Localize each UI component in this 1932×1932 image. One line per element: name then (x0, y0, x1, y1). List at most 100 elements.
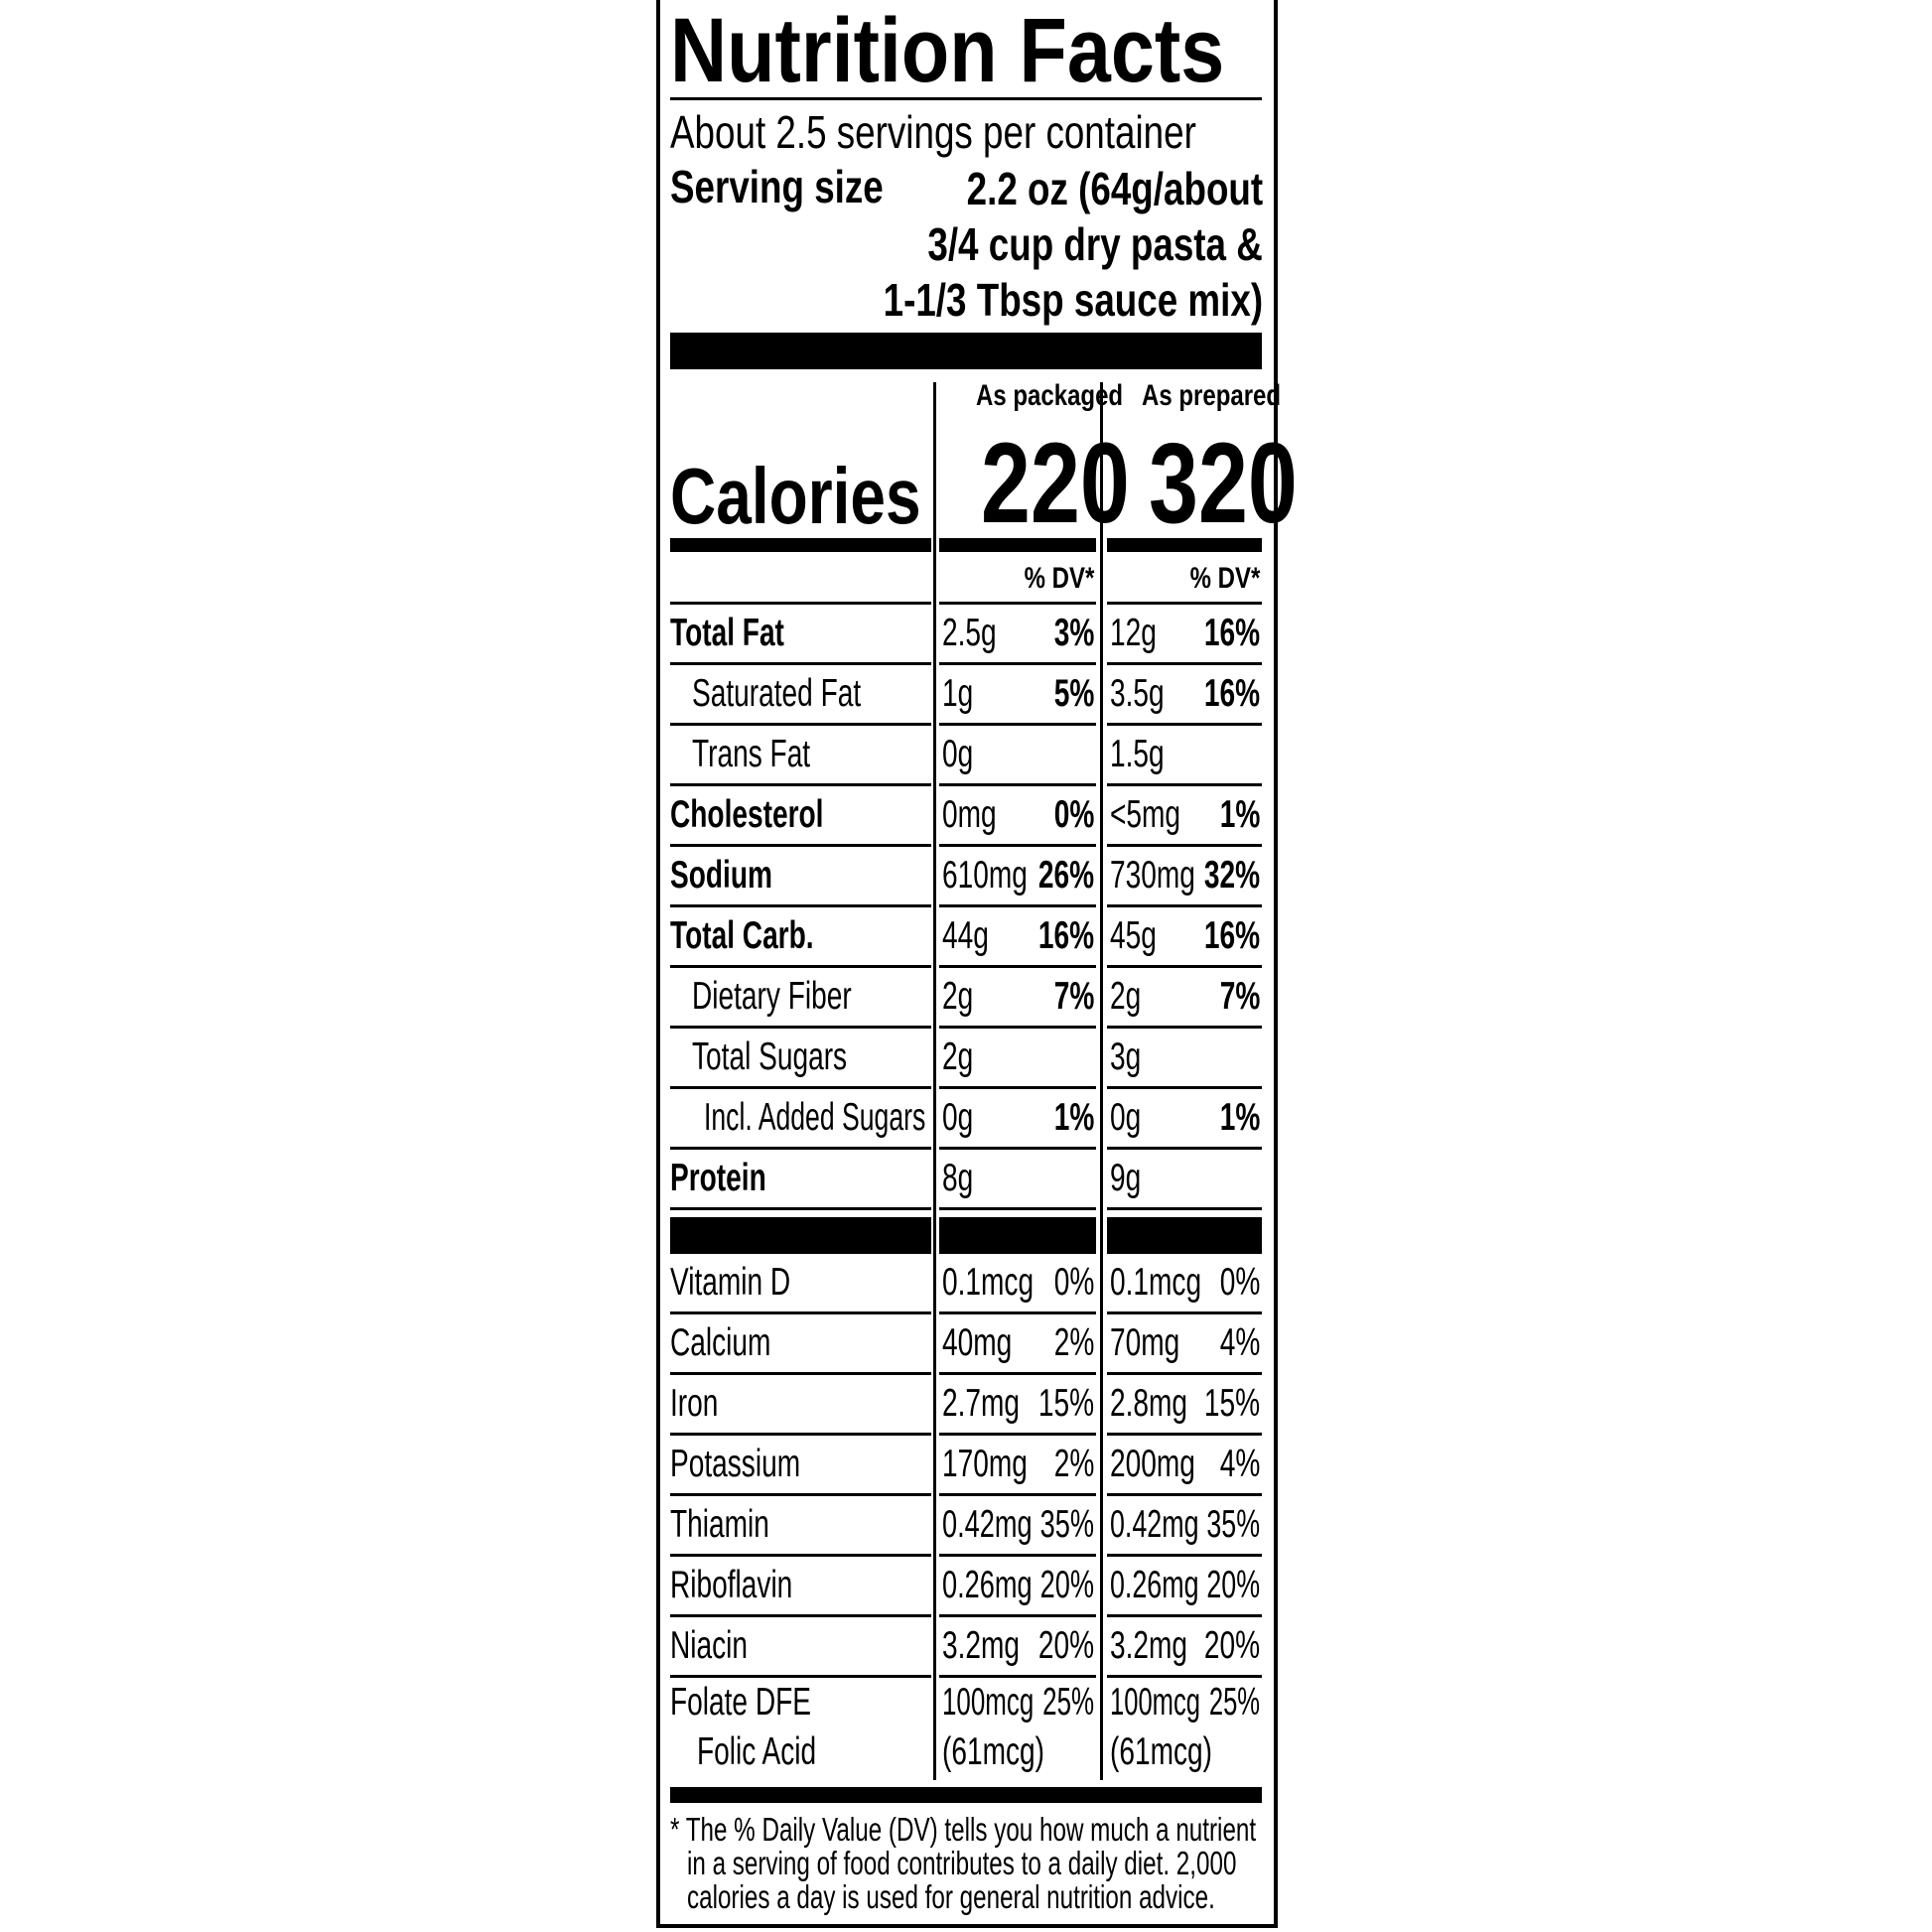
prepared-amount: 200mg (1110, 1436, 1228, 1493)
prepared-amount: 0g (1110, 1089, 1153, 1147)
thick-divider (670, 333, 1262, 369)
nutrient-label: Total Fat (670, 612, 784, 654)
servings-text: About 2.5 servings per container (670, 106, 1196, 158)
dv-header-text: % DV* (1189, 562, 1260, 595)
packaged-amount: 0g (942, 726, 985, 783)
packaged-amount-text: 2g (942, 975, 974, 1018)
packaged-cell: 3.2mg 20% (939, 1617, 1096, 1678)
packaged-cell: 0.42mg 35% (939, 1496, 1096, 1557)
serving-size-label: Serving size (670, 161, 936, 212)
folic-acid-packaged: (61mcg) (942, 1730, 1044, 1773)
prepared-dv: 32% (1182, 847, 1260, 904)
nutrient-row: Potassium 170mg 2% 200mg 4% (670, 1436, 1262, 1496)
prepared-cell: 2g 7% (1107, 968, 1262, 1029)
prepared-amount-text: 730mg (1110, 854, 1195, 897)
packaged-amount-text: 8g (942, 1157, 974, 1199)
prepared-dv-text: 7% (1219, 975, 1260, 1018)
packaged-dv-text: 3% (1053, 612, 1094, 654)
packaged-dv: 15% (1017, 1375, 1094, 1433)
packaged-amount-text: 0.42mg (942, 1503, 1033, 1546)
prepared-amount: 3.5g (1110, 665, 1185, 723)
prepared-dv: 20% (1182, 1557, 1260, 1614)
nutrient-label-cell: Thiamin (670, 1496, 931, 1557)
folate-label-cell: Folate DFE Folic Acid (670, 1678, 931, 1777)
folate-prepared-cell: 100mcg 25% (61mcg) (1110, 1678, 1260, 1777)
thick-divider (670, 1787, 1262, 1803)
nutrient-row: Incl. Added Sugars 0g 1% 0g 1% (670, 1089, 1262, 1150)
nutrient-label-cell: Saturated Fat (670, 665, 931, 726)
packaged-amount: 0g (942, 1089, 985, 1147)
footnote-line: in a serving of food contributes to a da… (687, 1845, 1237, 1881)
prepared-dv: 16% (1182, 605, 1260, 662)
prepared-cell: 3.2mg 20% (1107, 1617, 1262, 1678)
prepared-dv-text: 20% (1206, 1564, 1260, 1606)
packaged-amount-text: 2g (942, 1035, 974, 1078)
nutrient-row: Trans Fat 0g 1.5g (670, 726, 1262, 786)
prepared-dv: 4% (1204, 1436, 1260, 1493)
prepared-amount-text: 0.1mcg (1110, 1261, 1202, 1304)
nutrient-label-cell: Niacin (670, 1617, 931, 1678)
prepared-dv: 35% (1182, 1496, 1260, 1554)
packaged-dv-text: 16% (1037, 914, 1094, 957)
nutrient-row: Cholesterol 0mg 0% <5mg 1% (670, 786, 1262, 847)
packaged-dv: 20% (1017, 1617, 1094, 1675)
nutrient-row: Protein 8g 9g (670, 1150, 1262, 1210)
packaged-dv: 35% (1017, 1496, 1094, 1554)
folate-prepared-dv: 25% (1208, 1681, 1260, 1724)
nutrient-label-cell: Dietary Fiber (670, 968, 931, 1029)
nutrient-row: Dietary Fiber 2g 7% 2g 7% (670, 968, 1262, 1029)
packaged-amount: 2.5g (942, 605, 1018, 662)
nutrient-label-cell: Calcium (670, 1314, 931, 1375)
prepared-cell: 45g 16% (1107, 907, 1262, 968)
packaged-cell: 0.26mg 20% (939, 1557, 1096, 1617)
folate-packaged-dv: 25% (1042, 1681, 1094, 1724)
packaged-cell: 0.1mcg 0% (939, 1254, 1096, 1314)
prepared-amount-text: 3.5g (1110, 672, 1165, 715)
prepared-amount-text: 2.8mg (1110, 1382, 1188, 1425)
nutrient-label: Potassium (670, 1443, 801, 1485)
packaged-dv: 16% (1017, 907, 1094, 965)
prepared-amount: 3.2mg (1110, 1617, 1217, 1675)
prepared-amount-text: 200mg (1110, 1443, 1195, 1485)
packaged-dv-text: 2% (1053, 1443, 1094, 1485)
packaged-dv: 26% (1017, 847, 1094, 904)
prepared-dv-text: 35% (1206, 1503, 1260, 1546)
prepared-dv-text: 15% (1203, 1382, 1260, 1425)
prepared-amount-text: 3.2mg (1110, 1624, 1188, 1667)
packaged-amount: 2g (942, 968, 985, 1026)
prepared-dv-text: 32% (1203, 854, 1260, 897)
nutrient-row: Total Fat 2.5g 3% 12g 16% (670, 605, 1262, 665)
column-header-text: As prepared (1142, 379, 1282, 412)
packaged-amount-text: 3.2mg (942, 1624, 1021, 1667)
prepared-cell: 0.1mcg 0% (1107, 1254, 1262, 1314)
packaged-cell: 2.5g 3% (939, 605, 1096, 665)
prepared-dv: 15% (1182, 1375, 1260, 1433)
divider (1107, 602, 1262, 605)
folate-row: Folate DFE Folic Acid 100mcg 25% (61mcg) … (670, 1678, 1262, 1780)
divider (670, 97, 1262, 100)
prepared-amount: 1.5g (1110, 726, 1185, 783)
thick-divider (1107, 1217, 1262, 1254)
packaged-amount: 2.7mg (942, 1375, 1049, 1433)
calories-bar (670, 538, 931, 552)
thick-divider (670, 1217, 931, 1254)
packaged-amount-text: 40mg (942, 1321, 1013, 1364)
prepared-dv: 1% (1204, 1089, 1260, 1147)
footnote-line: calories a day is used for general nutri… (687, 1878, 1215, 1915)
column-header-prepared: As prepared (1107, 379, 1281, 413)
packaged-amount: 3.2mg (942, 1617, 1049, 1675)
nutrient-label-cell: Total Fat (670, 605, 931, 665)
packaged-cell: 0g (939, 726, 1096, 786)
thick-divider (939, 1217, 1096, 1254)
packaged-dv-text: 1% (1053, 1096, 1094, 1139)
prepared-amount: 0.1mcg (1110, 1254, 1237, 1311)
packaged-amount: 0.1mcg (942, 1254, 1069, 1311)
nutrient-row: Calcium 40mg 2% 70mg 4% (670, 1314, 1262, 1375)
prepared-dv-text: 1% (1219, 1096, 1260, 1139)
nutrient-label: Dietary Fiber (692, 975, 852, 1018)
prepared-amount-text: 0.42mg (1110, 1503, 1199, 1546)
prepared-dv-text: 16% (1203, 612, 1260, 654)
prepared-amount-text: 9g (1110, 1157, 1142, 1199)
serving-size-line: 1-1/3 Tbsp sauce mix) (883, 274, 1263, 326)
nutrient-row: Vitamin D 0.1mcg 0% 0.1mcg 0% (670, 1254, 1262, 1314)
